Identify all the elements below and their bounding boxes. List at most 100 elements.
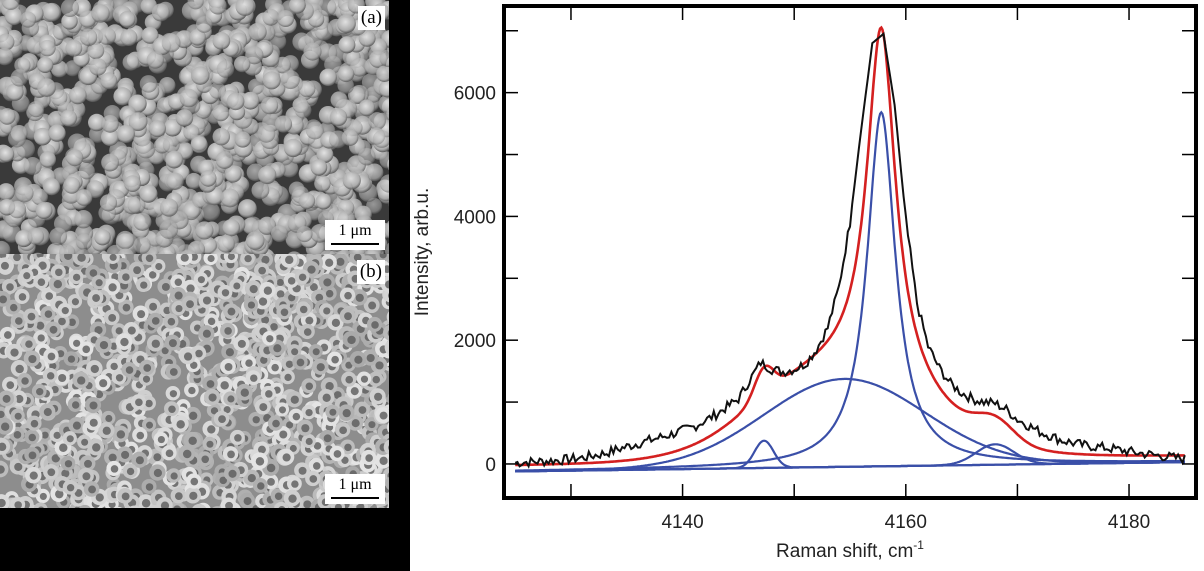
sem-particle: [251, 181, 270, 200]
sem-tube-hole: [190, 361, 198, 369]
sem-tube-hole: [296, 358, 305, 367]
sem-tube-hole: [99, 379, 108, 388]
sem-particle: [39, 39, 56, 57]
sem-particle: [262, 8, 280, 26]
sem-tube-hole: [127, 326, 136, 335]
sem-tube-hole: [168, 339, 177, 348]
sem-tube-hole: [53, 431, 61, 439]
sem-tube-hole: [285, 255, 294, 265]
sem-tube-hole: [272, 419, 280, 428]
sem-particle: [248, 22, 267, 42]
sem-tube-hole: [333, 450, 342, 458]
sem-particle: [303, 42, 322, 61]
sem-tube-hole: [167, 317, 176, 326]
sem-tube-hole: [220, 381, 229, 390]
sem-tube-hole: [55, 268, 63, 277]
sem-tube-hole: [44, 310, 53, 318]
sem-tube: [33, 502, 48, 508]
sem-particle: [175, 109, 194, 127]
sem-tube-hole: [180, 254, 189, 262]
sem-tube-hole: [291, 348, 299, 356]
sem-tube-hole: [13, 254, 21, 262]
sem-spheres-texture: [0, 0, 389, 254]
sem-tube-hole: [155, 262, 163, 271]
sem-particle: [379, 49, 389, 68]
sem-tube-hole: [89, 418, 98, 427]
sem-tube-hole: [372, 375, 381, 384]
sem-particle: [0, 33, 15, 51]
sem-tube-hole: [36, 321, 45, 330]
sem-particle: [329, 108, 348, 126]
sem-particle: [233, 55, 251, 73]
scalebar-b-line: [331, 497, 379, 499]
sem-tube-hole: [88, 485, 96, 494]
sem-tube-hole: [325, 382, 334, 391]
sem-particle: [147, 201, 165, 218]
sem-tube: [128, 505, 141, 508]
sem-tube-hole: [160, 501, 170, 508]
sem-particle: [118, 10, 136, 28]
sem-tube-hole: [47, 468, 56, 477]
sem-tube-hole: [0, 261, 9, 270]
sem-particle: [8, 200, 27, 219]
sem-particle: [116, 124, 135, 144]
sem-particle: [217, 234, 235, 253]
sem-particle: [43, 178, 61, 196]
sem-tube-hole: [329, 408, 337, 416]
sem-particle: [235, 0, 255, 16]
sem-tube-hole: [168, 405, 176, 413]
sem-particle: [141, 26, 159, 44]
sem-tube-hole: [120, 337, 129, 347]
sem-tube-hole: [331, 355, 339, 364]
sem-tube-hole: [174, 278, 183, 287]
sem-tube-hole: [73, 339, 81, 347]
sem-tube-hole: [165, 449, 174, 458]
sem-particle: [6, 83, 24, 101]
sem-tubes-texture: [0, 254, 389, 508]
sem-particle: [99, 194, 118, 212]
sem-tube-hole: [261, 255, 270, 264]
sem-tube-hole: [315, 293, 324, 302]
sem-particle: [342, 171, 361, 190]
sem-tube-hole: [286, 421, 294, 429]
sem-tube-hole: [0, 295, 7, 304]
sem-particle: [5, 7, 23, 26]
sem-tube: [388, 368, 389, 375]
sem-particle: [117, 248, 134, 254]
sem-tube-hole: [271, 363, 279, 372]
sem-tube-hole: [161, 282, 170, 291]
sem-tube-hole: [61, 469, 70, 478]
sem-tube-hole: [228, 469, 237, 478]
sem-tube-hole: [41, 431, 49, 439]
sem-tube-hole: [49, 325, 58, 334]
sem-particle: [163, 118, 182, 137]
sem-tube-hole: [71, 298, 80, 306]
sem-particle: [386, 107, 389, 121]
sem-tube-hole: [53, 279, 63, 289]
scalebar-b-label: 1 μm: [338, 476, 372, 493]
sem-tube-hole: [322, 393, 331, 402]
sem-tube-hole: [368, 421, 376, 429]
x-axis-label: Raman shift, cm-1: [776, 538, 924, 562]
sem-tube-hole: [57, 350, 65, 358]
sem-tube-hole: [141, 498, 151, 508]
sem-particle: [379, 174, 389, 193]
sem-tube-hole: [305, 382, 314, 390]
sem-tube-hole: [227, 307, 236, 316]
x-tick-label: 4180: [1108, 512, 1150, 533]
sem-tube-hole: [151, 317, 160, 325]
sem-tube-hole: [255, 457, 265, 466]
sem-tube-hole: [282, 453, 291, 462]
plot-curves: [514, 25, 1186, 473]
sem-tube-hole: [38, 506, 44, 508]
sem-tube-hole: [257, 482, 265, 490]
sem-particle: [280, 70, 300, 90]
sem-tube-hole: [353, 254, 362, 262]
sem-tube-hole: [105, 414, 113, 422]
sem-tube-hole: [55, 489, 64, 499]
sem-particle: [209, 0, 227, 15]
sem-particle: [384, 222, 389, 239]
sem-tube-hole: [252, 416, 260, 424]
sem-tube-hole: [99, 340, 109, 350]
sem-particle: [166, 172, 184, 190]
